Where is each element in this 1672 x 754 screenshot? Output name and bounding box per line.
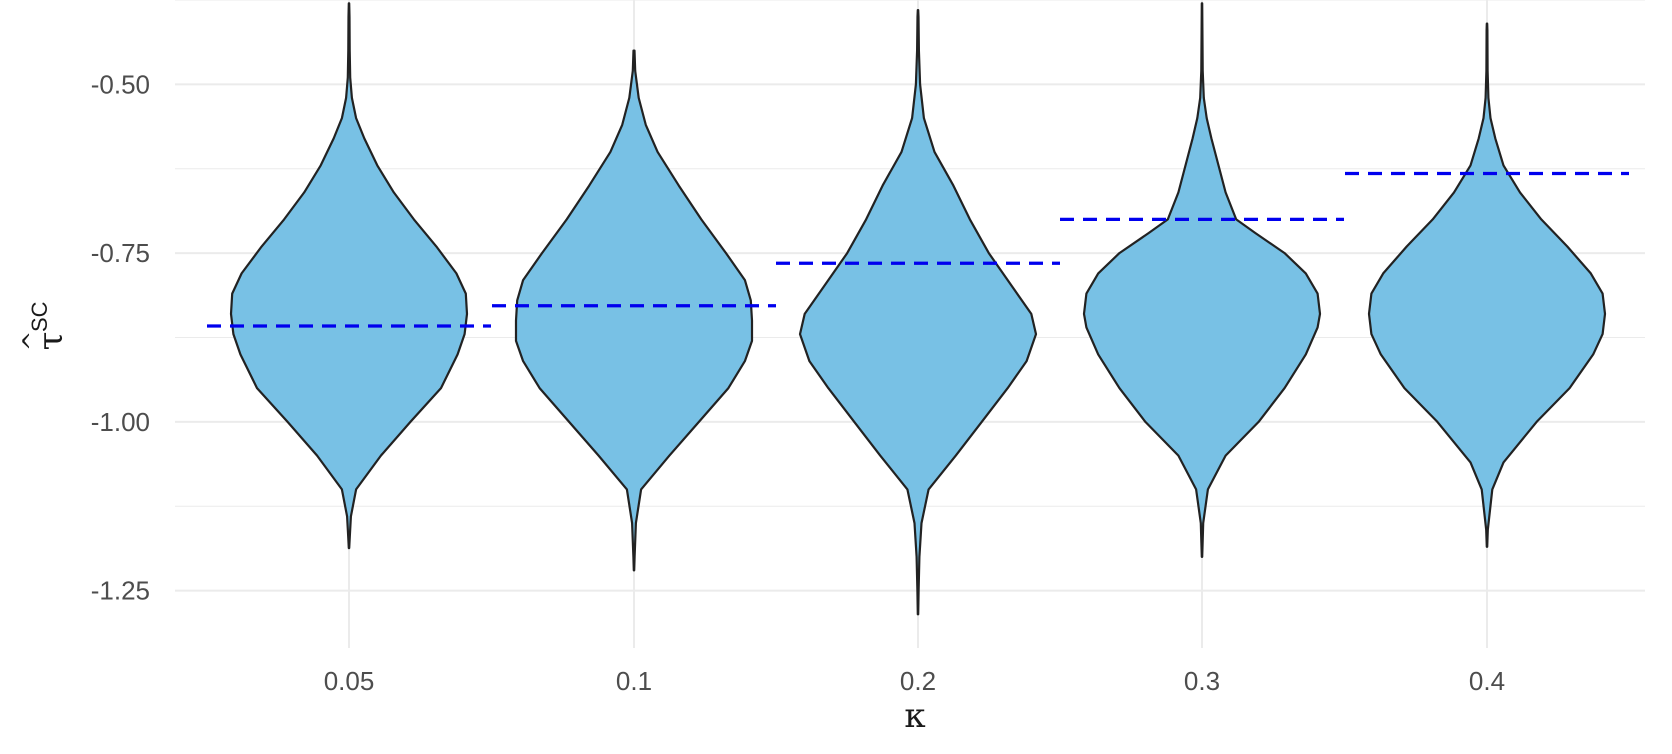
- reference-line-layer: [207, 171, 1629, 328]
- x-axis-title: κ: [904, 696, 925, 736]
- x-tick-label: 0.1: [616, 666, 652, 696]
- y-tick-label: -1.25: [91, 576, 150, 606]
- y-tick-label: -0.75: [91, 238, 150, 268]
- violin-0.2: [798, 9, 1038, 616]
- y-tick-label: -0.50: [91, 69, 150, 99]
- x-tick-labels: 0.05 0.1 0.2 0.3 0.4: [324, 666, 1505, 696]
- violin-layer: [229, 2, 1607, 616]
- x-tick-label: 0.3: [1184, 666, 1220, 696]
- y-axis-title-base: τ: [31, 332, 71, 351]
- y-tick-labels: -0.50 -0.75 -1.00 -1.25: [91, 69, 150, 605]
- y-axis-title: τ ^ SC: [18, 301, 71, 351]
- y-axis-title-superscript: SC: [27, 301, 52, 332]
- y-tick-label: -1.00: [91, 407, 150, 437]
- x-tick-label: 0.4: [1469, 666, 1505, 696]
- violin-0.1: [514, 49, 754, 572]
- x-tick-label: 0.05: [324, 666, 375, 696]
- violin-0.3: [1082, 2, 1322, 558]
- x-tick-label: 0.2: [900, 666, 936, 696]
- y-axis-title-hat: ^: [18, 331, 46, 351]
- violin-0.05: [229, 2, 469, 550]
- violin-0.4: [1367, 22, 1607, 548]
